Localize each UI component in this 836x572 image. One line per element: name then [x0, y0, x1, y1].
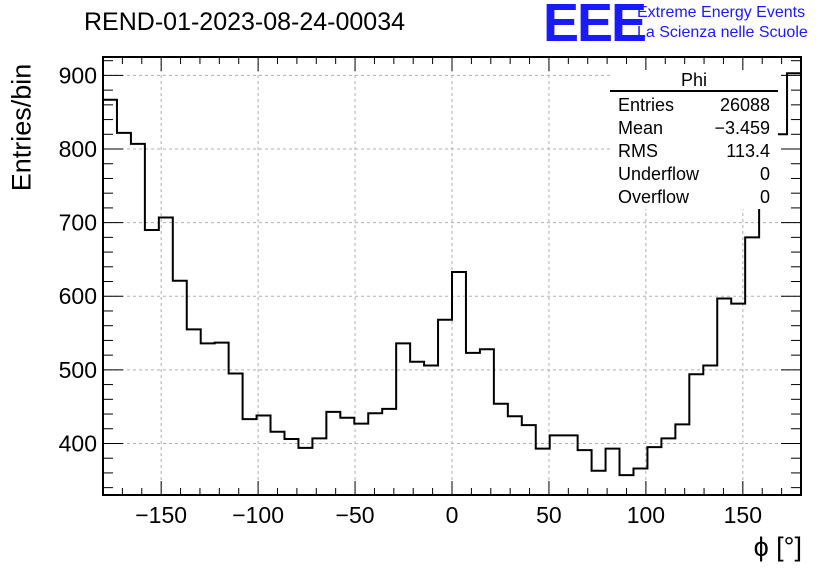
y-tick-label: 900	[59, 62, 97, 88]
x-tick-label: −150	[135, 502, 187, 528]
y-tick-label: 700	[59, 210, 97, 236]
y-tick-label: 400	[59, 430, 97, 456]
stats-label: Overflow	[618, 187, 690, 207]
tick-labels: −150 −100 −50 0 50 100 150 400 500 600 700 800 900	[59, 62, 762, 528]
x-tick-label: 100	[627, 502, 665, 528]
y-tick-label: 600	[59, 283, 97, 309]
histogram-series	[103, 72, 801, 477]
stats-label: RMS	[618, 141, 658, 161]
plot-frame	[102, 56, 802, 496]
stats-row-mean: Mean −3.459	[610, 117, 778, 140]
x-tick-label: 50	[536, 502, 562, 528]
logo-subtitle-2: La Scienza nelle Scuole	[637, 24, 808, 41]
run-title: REND-01-2023-08-24-00034	[84, 8, 406, 36]
stats-row-underflow: Underflow 0	[610, 163, 778, 186]
stats-label: Underflow	[618, 164, 700, 184]
stats-value: 26088	[719, 95, 770, 115]
stats-row-rms: RMS 113.4	[610, 140, 778, 163]
x-tick-label: −50	[336, 502, 375, 528]
stats-label: Mean	[618, 118, 664, 138]
stats-row-entries: Entries 26088	[610, 94, 778, 117]
stats-value: 0	[759, 164, 770, 184]
stats-row-overflow: Overflow 0	[610, 186, 778, 209]
stats-value: 0	[759, 187, 770, 207]
stats-title: Phi	[610, 70, 778, 92]
stats-label: Entries	[618, 95, 675, 115]
stats-box: Phi Entries 26088 Mean −3.459 RMS 113.4 …	[610, 70, 778, 209]
stats-value: −3.459	[714, 118, 770, 138]
eee-logo: EEE	[543, 0, 647, 53]
axis-ticks	[103, 57, 801, 495]
y-tick-label: 800	[59, 136, 97, 162]
x-tick-label: 0	[446, 502, 459, 528]
y-axis-label: Entries/bin	[6, 63, 37, 192]
x-tick-label: −100	[232, 502, 284, 528]
x-axis-label: ϕ [°]	[753, 532, 802, 562]
stats-value: 113.4	[726, 141, 770, 161]
y-tick-label: 500	[59, 357, 97, 383]
x-tick-label: 150	[724, 502, 762, 528]
logo-subtitle-1: Extreme Energy Events	[637, 4, 806, 21]
